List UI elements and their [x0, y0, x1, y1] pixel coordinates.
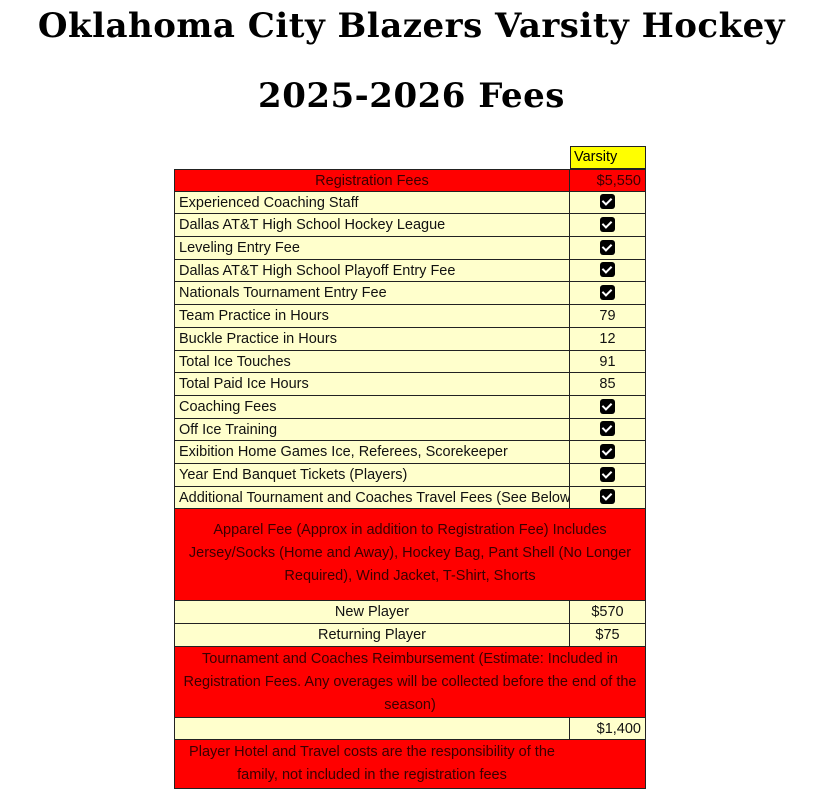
- column-header-varsity: Varsity: [570, 146, 646, 169]
- fee-item-label: Total Paid Ice Hours: [174, 373, 570, 395]
- registration-row: Registration Fees $5,550: [174, 169, 646, 192]
- registration-value: $5,550: [570, 170, 646, 191]
- apparel-note: Apparel Fee (Approx in addition to Regis…: [174, 509, 646, 602]
- fee-item-row: Experienced Coaching Staff: [174, 191, 646, 215]
- returning-player-value: $75: [570, 624, 646, 646]
- checkbox-checked-icon: [600, 217, 615, 233]
- fee-item-row: Buckle Practice in Hours 12: [174, 327, 646, 351]
- tournament-row: $1,400: [174, 717, 646, 741]
- new-player-value: $570: [570, 601, 646, 623]
- fee-item-included: [570, 282, 646, 305]
- page-subtitle: 2025-2026 Fees: [258, 76, 565, 116]
- fee-item-label: Experienced Coaching Staff: [174, 191, 570, 214]
- checkbox-checked-icon: [600, 398, 615, 414]
- returning-player-label: Returning Player: [174, 624, 570, 646]
- fee-item-included: [570, 214, 646, 237]
- fee-item-value: 91: [570, 350, 646, 373]
- fee-item-label: Dallas AT&T High School Playoff Entry Fe…: [174, 259, 570, 282]
- fee-item-row: Nationals Tournament Entry Fee: [174, 282, 646, 306]
- fee-item-included: [570, 237, 646, 259]
- checkbox-checked-icon: [600, 421, 615, 437]
- fee-item-included: [570, 486, 646, 509]
- new-player-row: New Player $570: [174, 601, 646, 624]
- tournament-note: Tournament and Coaches Reimbursement (Es…: [174, 646, 646, 718]
- fee-item-value: 85: [570, 373, 646, 395]
- fee-item-row: Additional Tournament and Coaches Travel…: [174, 486, 646, 510]
- hotel-note: Player Hotel and Travel costs are the re…: [174, 740, 646, 790]
- new-player-label: New Player: [174, 601, 570, 623]
- fee-item-included: [570, 191, 646, 214]
- checkbox-checked-icon: [600, 285, 615, 301]
- fee-item-label: Nationals Tournament Entry Fee: [174, 282, 570, 305]
- fee-item-label: Additional Tournament and Coaches Travel…: [174, 486, 570, 509]
- fee-item-included: [570, 395, 646, 418]
- fees-table: Varsity Registration Fees $5,550 Experie…: [174, 146, 646, 790]
- checkbox-checked-icon: [600, 262, 615, 278]
- fee-item-label: Total Ice Touches: [174, 350, 570, 373]
- fee-item-label: Coaching Fees: [174, 395, 570, 418]
- fee-item-label: Off Ice Training: [174, 418, 570, 441]
- fee-item-label: Exibition Home Games Ice, Referees, Scor…: [174, 441, 570, 463]
- fee-item-row: Dallas AT&T High School Playoff Entry Fe…: [174, 259, 646, 283]
- fee-item-value: 12: [570, 327, 646, 350]
- fee-item-row: Total Ice Touches 91: [174, 350, 646, 374]
- checkbox-checked-icon: [600, 239, 615, 255]
- checkbox-checked-icon: [600, 443, 615, 459]
- fee-item-label: Team Practice in Hours: [174, 305, 570, 327]
- page-title: Oklahoma City Blazers Varsity Hockey: [37, 6, 786, 46]
- fee-item-row: Exibition Home Games Ice, Referees, Scor…: [174, 441, 646, 464]
- returning-player-row: Returning Player $75: [174, 624, 646, 647]
- fee-item-row: Leveling Entry Fee: [174, 237, 646, 260]
- checkbox-checked-icon: [600, 466, 615, 482]
- fee-item-row: Total Paid Ice Hours 85: [174, 373, 646, 396]
- fee-item-label: Dallas AT&T High School Hockey League: [174, 214, 570, 237]
- fee-item-included: [570, 463, 646, 486]
- fee-item-row: Off Ice Training: [174, 418, 646, 442]
- fee-item-included: [570, 259, 646, 282]
- checkbox-checked-icon: [600, 489, 615, 505]
- tournament-value: $1,400: [570, 717, 646, 740]
- fee-item-included: [570, 418, 646, 441]
- checkbox-checked-icon: [600, 194, 615, 210]
- fee-item-label: Leveling Entry Fee: [174, 237, 570, 259]
- fee-item-value: 79: [570, 305, 646, 327]
- fee-item-row: Team Practice in Hours 79: [174, 305, 646, 328]
- fee-item-included: [570, 441, 646, 463]
- fee-item-row: Year End Banquet Tickets (Players): [174, 463, 646, 487]
- fee-item-row: Dallas AT&T High School Hockey League: [174, 214, 646, 238]
- fee-item-row: Coaching Fees: [174, 395, 646, 419]
- registration-label: Registration Fees: [174, 170, 570, 191]
- header-row: Varsity: [174, 146, 646, 169]
- fee-item-label: Year End Banquet Tickets (Players): [174, 463, 570, 486]
- fee-item-label: Buckle Practice in Hours: [174, 327, 570, 350]
